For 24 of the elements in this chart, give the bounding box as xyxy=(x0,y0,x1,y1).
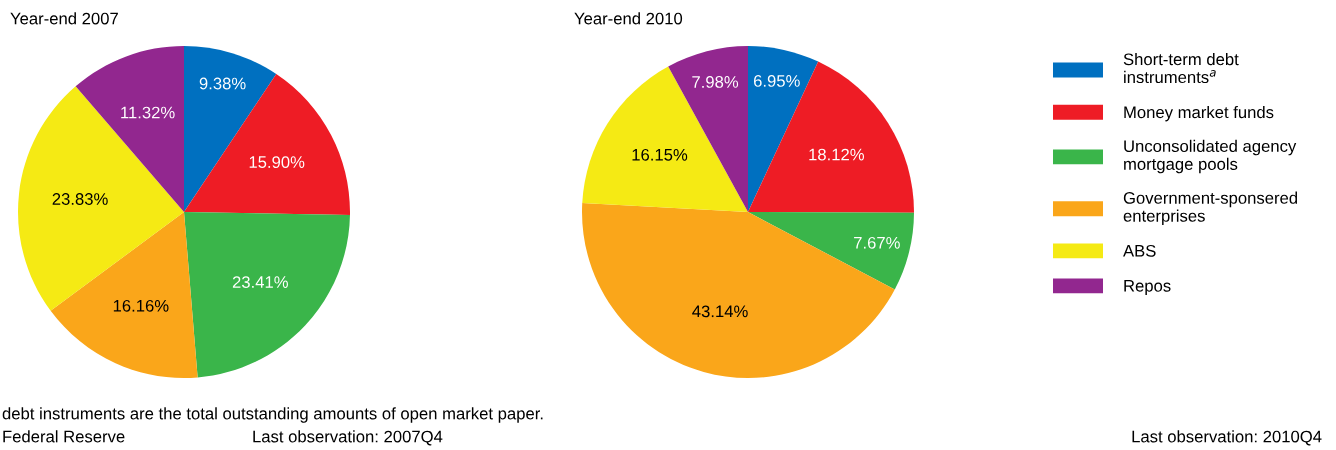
text: Last observation: 2010Q4 xyxy=(1132,430,1322,446)
text: Last observation: 2007Q4 xyxy=(253,430,443,446)
data-label: 11.32% xyxy=(121,106,175,119)
slice-label: Year-end 2010 xyxy=(574,12,683,25)
data-label: 6.95% xyxy=(753,75,800,87)
legend-label: Unconsolidated agency mortgage pools xyxy=(1124,139,1297,174)
data-label: 23.41% xyxy=(232,276,288,288)
data-label: 18.12% xyxy=(809,148,864,161)
text: Federal Reserve xyxy=(3,430,125,443)
legend-label: ABS xyxy=(1123,244,1156,257)
slice-label: Year-end 2007 xyxy=(10,12,118,25)
data-label: 9.38% xyxy=(199,77,246,90)
legend-label: Short-term debt instruments$^{a}$ xyxy=(1123,53,1239,84)
legend-label: Government-sponsered enterprises xyxy=(1123,191,1298,226)
data-label: 7.98% xyxy=(692,76,739,88)
legend-label: Money market funds xyxy=(1124,105,1274,122)
data-label: 23.83% xyxy=(52,193,108,205)
legend-label: Repos xyxy=(1124,280,1171,296)
data-label: 16.16% xyxy=(113,299,169,312)
data-label: 16.15% xyxy=(632,148,688,161)
text: debt instruments are the total outstanding amounts of open market paper. xyxy=(2,407,543,423)
data-label: 15.90% xyxy=(249,156,305,168)
data-label: 7.67% xyxy=(854,236,900,249)
data-label: 43.14% xyxy=(692,305,748,318)
